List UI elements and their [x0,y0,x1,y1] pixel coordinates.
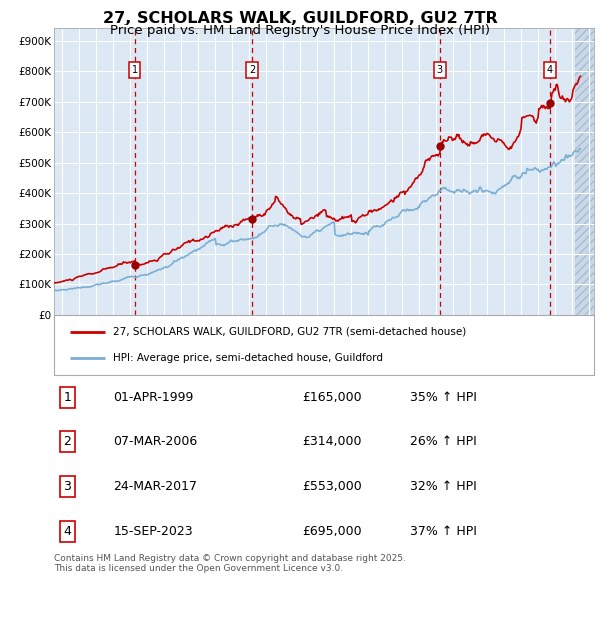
Text: 3: 3 [64,480,71,493]
Bar [575,29,594,315]
Text: 2: 2 [64,435,71,448]
Point [435,141,445,151]
Text: 4: 4 [64,525,71,538]
Text: 1: 1 [131,65,138,75]
Point [247,215,257,224]
Text: Contains HM Land Registry data © Crown copyright and database right 2025.
This d: Contains HM Land Registry data © Crown c… [54,554,406,573]
Text: 2: 2 [249,65,255,75]
Text: 24-MAR-2017: 24-MAR-2017 [113,480,197,493]
Text: £553,000: £553,000 [302,480,362,493]
Point [130,260,139,270]
Text: 4: 4 [547,65,553,75]
Text: Price paid vs. HM Land Registry's House Price Index (HPI): Price paid vs. HM Land Registry's House … [110,24,490,37]
Text: 01-APR-1999: 01-APR-1999 [113,391,194,404]
Point [545,98,555,108]
Text: 35% ↑ HPI: 35% ↑ HPI [410,391,477,404]
Text: 26% ↑ HPI: 26% ↑ HPI [410,435,477,448]
Text: 27, SCHOLARS WALK, GUILDFORD, GU2 7TR (semi-detached house): 27, SCHOLARS WALK, GUILDFORD, GU2 7TR (s… [113,327,467,337]
Text: 1: 1 [64,391,71,404]
Text: 27, SCHOLARS WALK, GUILDFORD, GU2 7TR: 27, SCHOLARS WALK, GUILDFORD, GU2 7TR [103,11,497,25]
Text: 3: 3 [437,65,443,75]
Text: 37% ↑ HPI: 37% ↑ HPI [410,525,477,538]
Text: £165,000: £165,000 [302,391,362,404]
Text: 32% ↑ HPI: 32% ↑ HPI [410,480,477,493]
Text: 15-SEP-2023: 15-SEP-2023 [113,525,193,538]
Text: £695,000: £695,000 [302,525,362,538]
Text: HPI: Average price, semi-detached house, Guildford: HPI: Average price, semi-detached house,… [113,353,383,363]
Text: £314,000: £314,000 [302,435,362,448]
Text: 07-MAR-2006: 07-MAR-2006 [113,435,197,448]
